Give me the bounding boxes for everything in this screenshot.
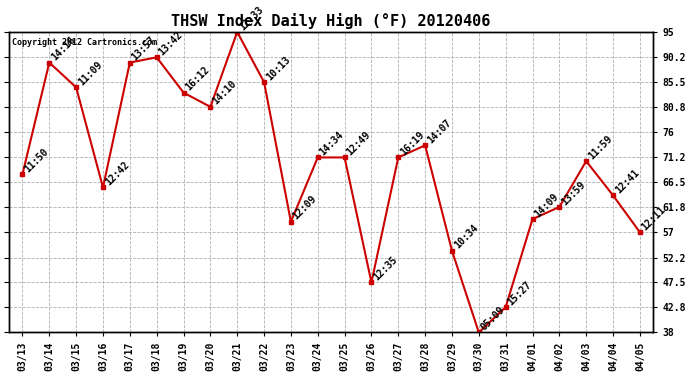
Text: 16:12: 16:12 (184, 65, 211, 93)
Text: 12:41: 12:41 (613, 168, 641, 195)
Text: 14:34: 14:34 (317, 130, 346, 158)
Text: 10:34: 10:34 (452, 223, 480, 251)
Text: 15:27: 15:27 (506, 279, 533, 307)
Text: 13:42: 13:42 (157, 30, 184, 57)
Text: 11:50: 11:50 (23, 147, 50, 174)
Text: Copyright 2012 Cartronics.com: Copyright 2012 Cartronics.com (12, 38, 157, 47)
Text: 14:07: 14:07 (425, 117, 453, 146)
Text: 05:09: 05:09 (479, 304, 506, 332)
Text: 12:35: 12:35 (371, 255, 400, 282)
Text: 16:19: 16:19 (398, 130, 426, 158)
Text: 12:42: 12:42 (103, 160, 131, 188)
Text: 11:59: 11:59 (586, 133, 614, 161)
Title: THSW Index Daily High (°F) 20120406: THSW Index Daily High (°F) 20120406 (172, 13, 491, 30)
Text: 14:16: 14:16 (49, 35, 77, 63)
Text: 10:13: 10:13 (264, 54, 292, 82)
Text: 13:59: 13:59 (560, 179, 587, 207)
Text: 12:11: 12:11 (640, 204, 668, 232)
Text: 11:09: 11:09 (76, 60, 104, 87)
Text: 14:09: 14:09 (533, 191, 560, 219)
Text: 12:09: 12:09 (291, 194, 319, 222)
Text: 13:57: 13:57 (130, 35, 158, 63)
Text: 12:49: 12:49 (344, 130, 373, 158)
Text: 12:33: 12:33 (237, 4, 265, 32)
Text: 14:10: 14:10 (210, 79, 238, 107)
